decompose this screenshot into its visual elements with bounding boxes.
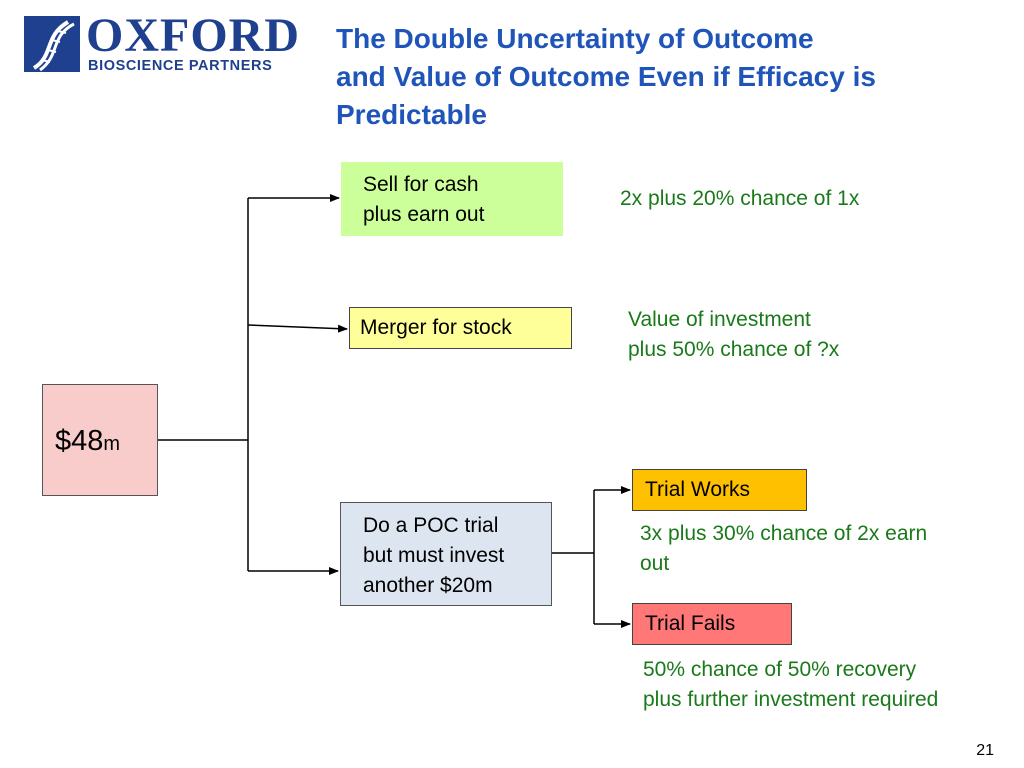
trial-fails-outcome-line-1: 50% chance of 50% recovery: [643, 658, 917, 681]
title-line-1: The Double Uncertainty of Outcome: [336, 23, 814, 54]
poc-trial-box: Do a POC trial but must invest another $…: [340, 502, 552, 606]
slide-title: The Double Uncertainty of Outcome and Va…: [336, 20, 1016, 134]
arrow-to-merger: [247, 324, 348, 333]
page-number: 21: [976, 742, 994, 759]
trial-fails-outcome-line-2: plus further investment required: [643, 688, 939, 711]
sell-label-line-2: plus earn out: [363, 203, 485, 226]
trial-fails-outcome: 50% chance of 50% recovery plus further …: [643, 655, 938, 715]
root-amount: $48: [55, 425, 104, 457]
sell-outcome: 2x plus 20% chance of 1x: [620, 187, 860, 210]
trial-works-outcome-line-1: 3x plus 30% chance of 2x earn: [640, 522, 928, 545]
trial-works-label: Trial Works: [645, 478, 750, 501]
trial-works-outcome: 3x plus 30% chance of 2x earn out: [640, 519, 927, 579]
sell-for-cash-box: Sell for cash plus earn out: [341, 162, 563, 236]
poc-label-line-1: Do a POC trial: [363, 514, 499, 537]
trial-fails-label: Trial Fails: [645, 612, 736, 635]
logo-wordmark: OXFORD: [86, 9, 300, 62]
poc-label-line-2: but must invest: [363, 544, 505, 567]
merger-outcome-line-1: Value of investment: [628, 308, 811, 331]
oxford-logo: OXFORD BIOSCIENCE PARTNERS: [24, 10, 304, 76]
trial-works-outcome-line-2: out: [640, 552, 670, 575]
root-investment-label: $48m: [55, 425, 120, 460]
merger-for-stock-box: Merger for stock: [349, 307, 572, 349]
dna-helix-logo-icon: [24, 16, 80, 72]
title-line-2: and Value of Outcome Even if Efficacy is: [336, 61, 876, 92]
merger-outcome: Value of investment plus 50% chance of ?…: [628, 305, 839, 365]
poc-label-line-3: another $20m: [363, 574, 493, 597]
trial-fails-box: Trial Fails: [632, 603, 792, 645]
sell-label-line-1: Sell for cash: [363, 173, 479, 196]
logo-subtitle: BIOSCIENCE PARTNERS: [88, 58, 273, 74]
root-unit: m: [103, 433, 121, 455]
merger-outcome-line-2: plus 50% chance of ?x: [628, 338, 840, 361]
merger-label: Merger for stock: [360, 316, 512, 339]
title-line-3: Predictable: [336, 99, 487, 130]
root-investment-box: $48m: [42, 384, 158, 496]
trial-works-box: Trial Works: [632, 469, 807, 511]
